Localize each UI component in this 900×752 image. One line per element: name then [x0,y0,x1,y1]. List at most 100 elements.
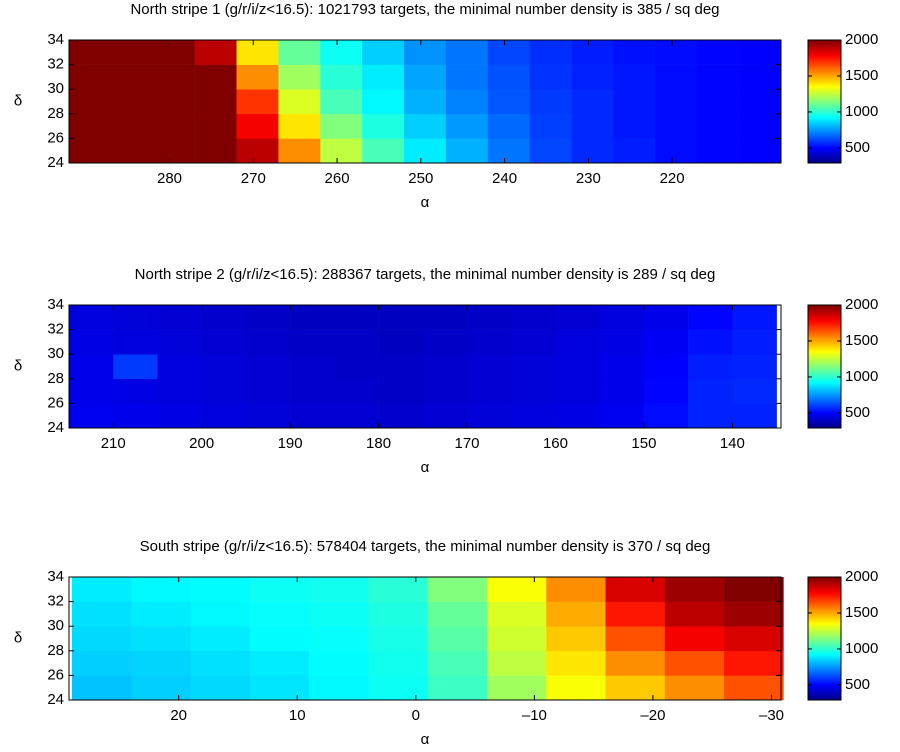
colorbar-step [808,139,841,142]
colorbar-step [808,581,841,584]
colorbar-step [808,386,841,388]
heat-cell [334,378,379,404]
heat-cell [732,354,777,380]
colorbar-step [808,341,841,344]
colorbar-step [808,628,841,631]
heat-cell [113,378,158,404]
heat-cell [445,40,489,65]
heat-cell [69,89,112,115]
x-tick-label: 260 [325,170,350,187]
colorbar-step [808,413,841,415]
heat-cell [71,675,132,701]
colorbar-step [808,63,841,66]
colorbar-step [808,314,841,317]
colorbar-step [808,665,841,668]
colorbar-step [808,375,841,377]
heat-cell [664,675,725,701]
heat-cell [245,305,291,330]
colorbar-tick-label: 1500 [845,604,878,621]
colorbar-step [808,697,841,700]
heat-cell [739,113,782,139]
x-tick-label: 200 [189,435,214,452]
colorbar-step [808,368,841,371]
heat-cell [511,354,556,380]
colorbar-step [808,160,841,163]
colorbar-step [808,392,841,395]
heat-cell [664,626,725,652]
heat-cell [69,305,114,330]
heat-cell [69,378,114,404]
heat-cell [131,601,191,627]
colorbar-step [808,307,841,310]
colorbar-step [808,110,841,112]
heat-cell [467,354,512,380]
x-tick-label: 180 [366,435,391,452]
colorbar-step [808,391,841,393]
colorbar-step [808,71,841,74]
colorbar-step [808,83,841,85]
colorbar-step [808,634,841,637]
colorbar-step [808,84,841,87]
colorbar-step [808,97,841,100]
colorbar-step [808,672,841,675]
colorbar-step [808,131,841,133]
heat-cell [467,378,512,404]
heat-cell [404,113,447,139]
heat-cell [362,64,405,90]
heat-cell [190,626,251,652]
heat-cell [487,138,531,164]
y-tick-label: 26 [47,666,64,683]
y-tick-label: 24 [47,691,64,708]
colorbar-step [808,604,841,606]
heat-cell [427,601,488,627]
heat-cell [201,354,247,380]
colorbar-frame [807,576,842,701]
heat-cell [445,89,489,115]
colorbar-step [808,399,841,402]
heat-cell [362,40,405,65]
colorbar-step [808,597,841,600]
heat-cell [378,378,424,404]
heat-cell [664,577,725,602]
colorbar-step [808,421,841,424]
colorbar-step [808,660,841,663]
y-tick-label: 32 [47,56,64,73]
heat-cell [320,113,363,139]
colorbar-step [808,410,841,413]
x-tick-label: 220 [660,170,685,187]
heat-cell [555,305,600,330]
colorbar-tick-label: 1000 [845,368,878,385]
heat-cell [290,329,335,355]
heat-cell [697,64,740,90]
colorbar-step [808,412,841,414]
heat-cell [249,675,310,701]
heat-cell [445,113,489,139]
colorbar-step [808,117,841,120]
heat-cell [555,378,600,404]
colorbar-step [808,360,841,363]
colorbar-step [808,132,841,134]
x-tick-label: 270 [241,170,266,187]
heat-cell [378,305,424,330]
colorbar-tick-label: 500 [845,139,870,156]
colorbar-step [808,599,841,601]
colorbar-step [808,57,841,59]
heat-cell [467,403,512,429]
colorbar-step [808,650,841,653]
heat-cell [320,138,363,164]
colorbar-step [808,384,841,387]
heat-cell [605,601,666,627]
heat-cell [555,354,600,380]
y-tick-label: 28 [47,370,64,387]
colorbar-step [808,92,841,95]
heat-cell [655,89,698,115]
colorbar-step [808,340,841,343]
heat-cell [249,650,310,676]
heat-cell [487,40,531,65]
heat-cell [605,650,666,676]
x-tick-label: 240 [492,170,517,187]
colorbar-step [808,680,841,683]
colorbar-step [808,336,841,339]
colorbar-step [808,113,841,116]
